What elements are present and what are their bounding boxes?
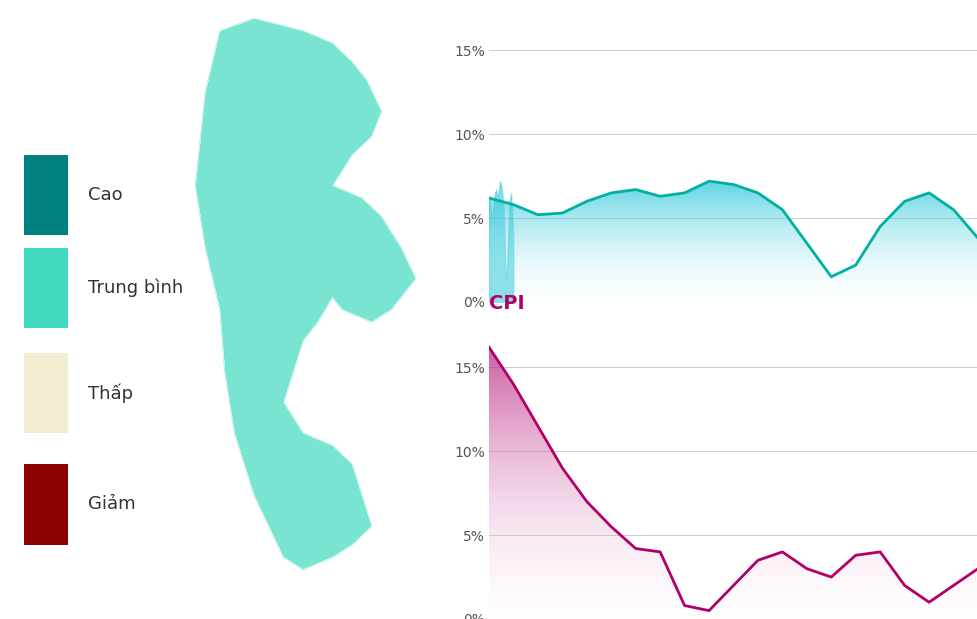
Polygon shape xyxy=(488,347,977,619)
FancyBboxPatch shape xyxy=(24,155,68,235)
Text: Thấp: Thấp xyxy=(88,383,133,403)
Text: CPI: CPI xyxy=(488,293,524,313)
Text: Trung bình: Trung bình xyxy=(88,279,183,297)
Text: Cao: Cao xyxy=(88,186,122,204)
FancyBboxPatch shape xyxy=(24,248,68,328)
Text: Giảm: Giảm xyxy=(88,495,136,514)
Polygon shape xyxy=(195,19,415,569)
FancyBboxPatch shape xyxy=(24,353,68,433)
Polygon shape xyxy=(488,181,977,302)
Polygon shape xyxy=(488,181,513,302)
FancyBboxPatch shape xyxy=(24,464,68,545)
